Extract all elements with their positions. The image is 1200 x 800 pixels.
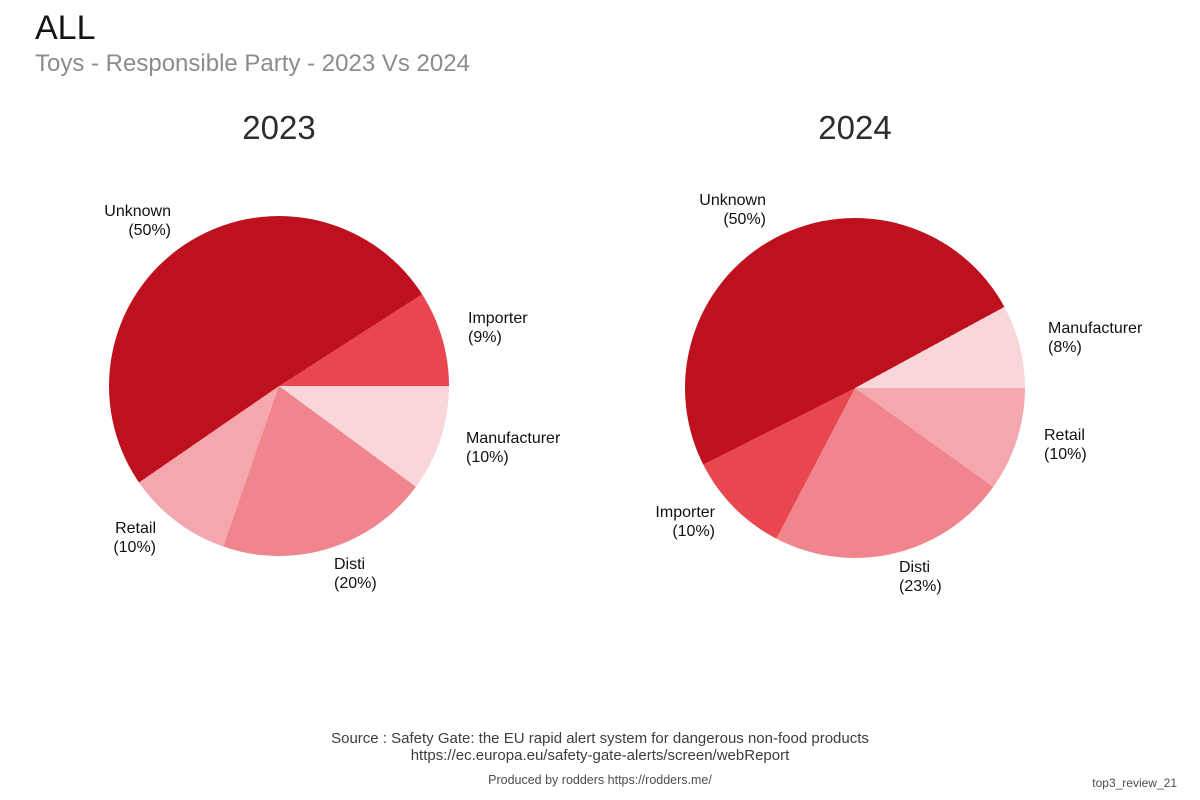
pie-2024-title: 2024: [818, 109, 892, 146]
slice-label-name: Disti: [334, 556, 366, 573]
footer-produced-by: Produced by rodders https://rodders.me/: [488, 773, 712, 787]
slice-label-2024-retail: Retail (10%): [1044, 427, 1087, 464]
slice-label-2024-manufacturer: Manufacturer (8%): [1048, 320, 1142, 357]
slice-label-2023-importer: Importer (9%): [468, 310, 528, 347]
pie-2023-title: 2023: [242, 109, 316, 146]
slice-label-2024-unknown: Unknown (50%): [656, 192, 766, 229]
slice-label-2023-unknown: Unknown (50%): [61, 203, 171, 240]
slice-label-2023-retail: Retail (10%): [46, 520, 156, 557]
pie-chart-2023: [109, 216, 449, 556]
slice-label-name: Manufacturer: [1048, 320, 1143, 337]
slice-label-value: (9%): [468, 328, 502, 346]
slice-label-name: Importer: [468, 310, 528, 327]
slice-label-name: Unknown: [699, 192, 766, 209]
slice-label-2024-importer: Importer (10%): [605, 504, 715, 541]
slice-label-name: Retail: [1044, 427, 1085, 444]
page-subtitle: Toys - Responsible Party - 2023 Vs 2024: [35, 50, 470, 77]
slice-label-name: Importer: [655, 504, 715, 521]
slice-label-value: (20%): [334, 574, 377, 592]
slice-label-value: (10%): [672, 522, 715, 540]
slice-label-name: Manufacturer: [466, 430, 561, 447]
slice-label-name: Retail: [115, 520, 156, 537]
slice-label-name: Unknown: [104, 203, 171, 220]
pie-chart-2024: [685, 218, 1025, 558]
slice-label-name: Disti: [899, 559, 931, 576]
slice-label-value: (10%): [1044, 445, 1087, 463]
slice-label-value: (10%): [113, 538, 156, 556]
slice-label-2023-manufacturer: Manufacturer (10%): [466, 430, 560, 467]
slice-label-value: (50%): [723, 210, 766, 228]
watermark-label: top3_review_21: [1092, 776, 1177, 790]
slice-label-value: (10%): [466, 448, 509, 466]
slice-label-value: (23%): [899, 577, 942, 595]
slice-label-value: (50%): [128, 221, 171, 239]
footer-source-line1: Source : Safety Gate: the EU rapid alert…: [331, 730, 869, 747]
page-title: ALL: [35, 9, 96, 47]
slice-label-2023-disti: Disti (20%): [334, 556, 377, 593]
slice-label-2024-disti: Disti (23%): [899, 559, 942, 596]
slice-label-value: (8%): [1048, 338, 1082, 356]
footer-source-url: https://ec.europa.eu/safety-gate-alerts/…: [410, 747, 790, 764]
